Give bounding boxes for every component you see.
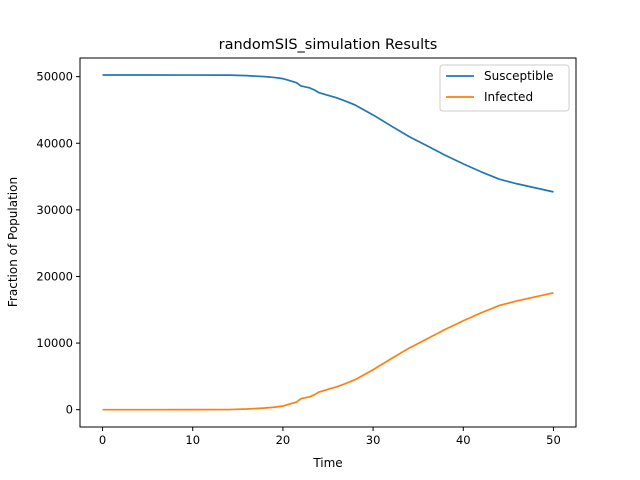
chart-title: randomSIS_simulation Results	[219, 37, 438, 53]
x-axis: 0 10 20 30 40 50	[99, 427, 561, 447]
x-axis-label: Time	[312, 456, 342, 470]
series-layer	[102, 74, 554, 411]
y-tick-label: 10000	[36, 336, 73, 350]
y-tick-label: 40000	[36, 136, 73, 150]
x-tick-label: 10	[185, 433, 200, 447]
x-tick-label: 50	[546, 433, 561, 447]
x-tick-label: 30	[366, 433, 381, 447]
x-tick-label: 0	[99, 433, 106, 447]
legend-label-infected: Infected	[484, 90, 533, 104]
y-axis-label: Fraction of Population	[6, 177, 20, 307]
y-tick-label: 0	[66, 403, 73, 417]
series-line-susceptible	[102, 74, 554, 193]
y-tick-label: 50000	[36, 70, 73, 84]
x-tick-label: 20	[276, 433, 291, 447]
legend: Susceptible Infected	[439, 64, 570, 112]
y-axis: 0 10000 20000 30000 40000 50000	[36, 70, 80, 417]
x-tick-label: 40	[456, 433, 471, 447]
series-line-infected	[102, 291, 554, 411]
y-tick-label: 30000	[36, 203, 73, 217]
legend-label-susceptible: Susceptible	[484, 69, 553, 83]
plot-frame	[79, 57, 577, 428]
y-tick-label: 20000	[36, 269, 73, 283]
